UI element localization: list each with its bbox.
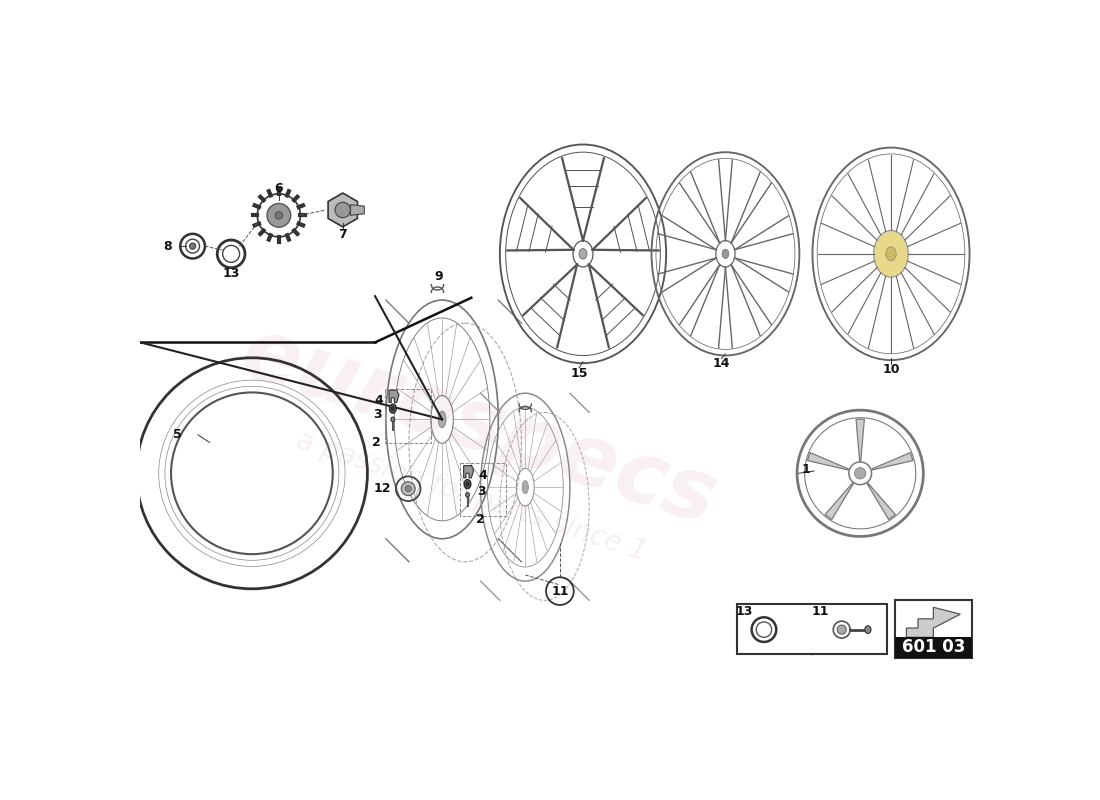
FancyBboxPatch shape xyxy=(895,637,972,658)
Text: 1: 1 xyxy=(802,463,811,476)
FancyBboxPatch shape xyxy=(895,600,972,658)
Text: 6: 6 xyxy=(275,182,283,195)
Ellipse shape xyxy=(522,481,528,494)
Ellipse shape xyxy=(579,249,587,259)
Text: 15: 15 xyxy=(571,366,587,380)
Polygon shape xyxy=(856,419,865,461)
Ellipse shape xyxy=(886,247,896,261)
Text: 5: 5 xyxy=(173,428,182,442)
Ellipse shape xyxy=(390,417,395,422)
Text: 8: 8 xyxy=(163,240,172,253)
Polygon shape xyxy=(807,453,848,470)
Text: 601 03: 601 03 xyxy=(902,638,965,656)
Text: 13: 13 xyxy=(222,266,240,280)
Ellipse shape xyxy=(464,479,471,489)
Text: eurospecs: eurospecs xyxy=(231,311,727,543)
Text: 7: 7 xyxy=(339,228,348,241)
Polygon shape xyxy=(867,483,895,519)
Ellipse shape xyxy=(392,406,395,410)
Circle shape xyxy=(855,468,866,479)
Text: 10: 10 xyxy=(882,363,900,376)
Text: 12: 12 xyxy=(374,482,392,495)
Ellipse shape xyxy=(465,493,470,497)
Text: a passion for parts since 1: a passion for parts since 1 xyxy=(293,426,650,566)
Ellipse shape xyxy=(389,404,396,414)
Text: 3: 3 xyxy=(373,407,382,421)
Polygon shape xyxy=(825,483,854,519)
Circle shape xyxy=(189,243,196,250)
Polygon shape xyxy=(389,390,399,402)
Text: 13: 13 xyxy=(736,606,754,618)
Polygon shape xyxy=(351,205,364,215)
Text: 4: 4 xyxy=(478,469,487,482)
Circle shape xyxy=(402,482,415,496)
Text: 2: 2 xyxy=(372,436,381,449)
Circle shape xyxy=(267,203,290,227)
Ellipse shape xyxy=(873,230,909,278)
Polygon shape xyxy=(872,453,913,470)
Polygon shape xyxy=(464,466,474,478)
Text: 2: 2 xyxy=(476,513,485,526)
Circle shape xyxy=(336,202,351,218)
Ellipse shape xyxy=(275,211,283,219)
Ellipse shape xyxy=(466,482,469,486)
FancyBboxPatch shape xyxy=(737,604,887,654)
Text: 14: 14 xyxy=(713,358,730,370)
Polygon shape xyxy=(328,193,358,227)
Text: 9: 9 xyxy=(434,270,443,283)
Circle shape xyxy=(837,625,846,634)
Ellipse shape xyxy=(438,411,446,428)
Polygon shape xyxy=(906,607,960,638)
Text: 4: 4 xyxy=(375,394,383,406)
Text: 11: 11 xyxy=(551,585,569,598)
Text: 3: 3 xyxy=(477,485,486,498)
Text: 11: 11 xyxy=(812,606,829,618)
Ellipse shape xyxy=(722,250,729,258)
Ellipse shape xyxy=(865,626,871,634)
Circle shape xyxy=(405,486,411,492)
